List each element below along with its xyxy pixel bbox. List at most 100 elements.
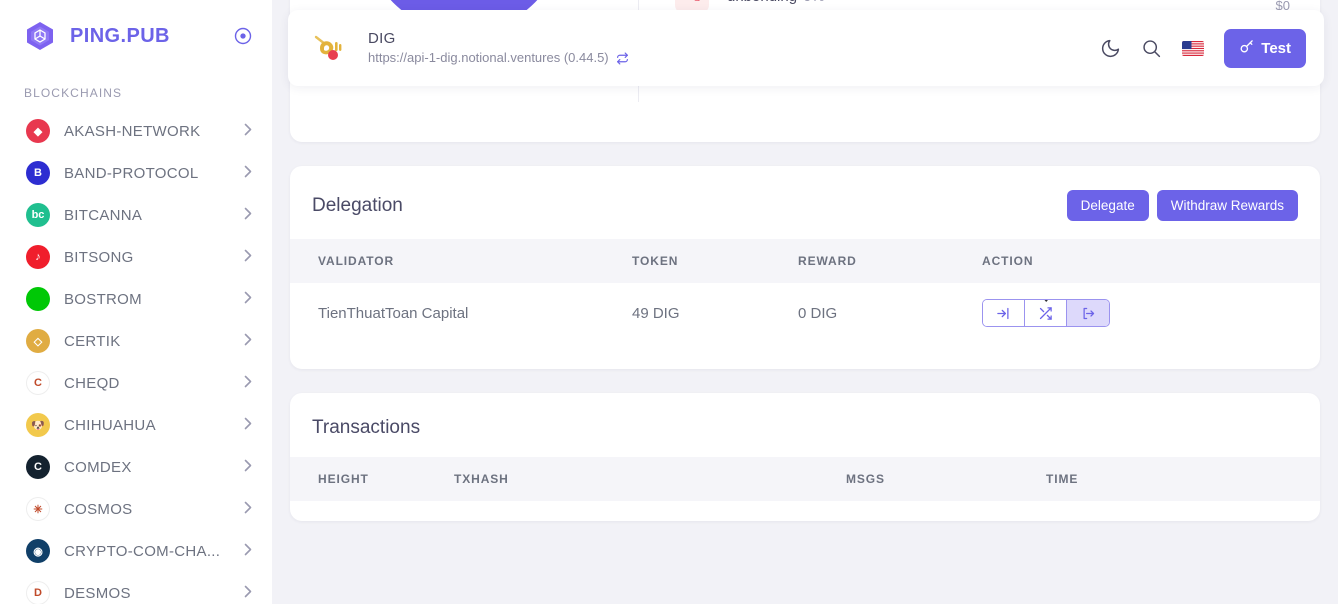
crypto-com-icon: ◉ [26,539,50,563]
sidebar-item-label: COSMOS [64,500,133,518]
sidebar-item-label: BITSONG [64,248,134,266]
column-header-txhash: TXHASH [454,457,846,501]
sidebar-section-label: BLOCKCHAINS [24,86,123,100]
transactions-table-head: HEIGHT TXHASH MSGS TIME [290,457,1320,501]
us-flag-icon[interactable] [1182,40,1205,56]
sidebar-item-bitcanna[interactable]: bc BITCANNA [0,194,272,236]
bitsong-icon: ♪ [26,245,50,269]
chevron-right-icon [244,207,252,223]
cheqd-icon: C [26,371,50,395]
sidebar-item-label: CHEQD [64,374,120,392]
sidebar-item-chihuahua[interactable]: 🐶 CHIHUAHUA [0,404,272,446]
chevron-right-icon [244,417,252,433]
asset-stat-values: 0 DIG $0 [1253,0,1290,14]
chevron-right-icon [244,333,252,349]
column-header-token: TOKEN [632,239,798,283]
sidebar-item-band-protocol[interactable]: B BAND-PROTOCOL [0,152,272,194]
chevron-right-icon [244,165,252,181]
topbar: DIG https://api-1-dig.notional.ventures … [288,10,1324,86]
delegation-title: Delegation [312,194,403,216]
delegate-button[interactable]: Delegate [1066,190,1149,221]
table-row: TienThuatToan Capital 49 DIG 0 DIG [290,283,1320,343]
transactions-header: Transactions [290,393,1320,457]
delegation-header: Delegation Delegate Withdraw Rewards [290,166,1320,239]
hexagon-cube-icon [24,20,56,52]
chevron-right-icon [244,123,252,139]
delegation-table-head: VALIDATOR TOKEN REWARD ACTION [290,239,1320,283]
redelegate-action-button[interactable] [1025,300,1067,326]
asset-stat-row: unbonding 0% 0 DIG $0 [675,0,1290,18]
column-header-time: TIME [1046,457,1320,501]
column-header-validator: VALIDATOR [290,239,632,283]
sidebar-item-certik[interactable]: ◇ CERTIK [0,320,272,362]
chevron-right-icon [244,249,252,265]
delegation-header-row: VALIDATOR TOKEN REWARD ACTION [290,239,1320,283]
sync-swap-icon[interactable] [616,52,629,65]
dig-chain-logo-icon [308,27,350,69]
cell-action: Unbond [982,283,1320,343]
chevron-right-icon [244,543,252,559]
chart-down-icon [675,0,709,13]
asset-stat-usd: $0 [1275,0,1290,13]
transactions-card: Transactions HEIGHT TXHASH MSGS TIME [290,393,1320,521]
row-action-group: Unbond [982,299,1110,327]
sidebar-item-label: CERTIK [64,332,121,350]
band-icon: B [26,161,50,185]
search-icon[interactable] [1141,38,1162,59]
wallet-test-label: Test [1261,39,1291,57]
certik-icon: ◇ [26,329,50,353]
transactions-table: HEIGHT TXHASH MSGS TIME [290,457,1320,501]
sidebar-item-desmos[interactable]: D DESMOS [0,572,272,604]
brand-header: PING.PUB [0,0,272,72]
topbar-chain-name: DIG [368,29,396,47]
delegate-action-button[interactable] [983,300,1025,326]
sidebar-item-akash-network[interactable]: ◆ AKASH-NETWORK [0,110,272,152]
cell-reward: 0 DIG [798,304,838,322]
withdraw-rewards-button[interactable]: Withdraw Rewards [1156,190,1298,221]
delegation-table: VALIDATOR TOKEN REWARD ACTION TienThuatT… [290,239,1320,343]
topbar-text: DIG https://api-1-dig.notional.ventures … [368,28,629,69]
wallet-test-button[interactable]: Test [1224,28,1306,68]
chevron-right-icon [244,375,252,391]
sidebar-item-label: CHIHUAHUA [64,416,156,434]
brand-name: PING.PUB [70,24,170,47]
moon-icon[interactable] [1100,38,1121,59]
chevron-right-icon [244,501,252,517]
sidebar-item-cosmos[interactable]: ✳ COSMOS [0,488,272,530]
key-icon [1239,39,1254,58]
column-header-msgs: MSGS [846,457,1046,501]
sidebar-item-bostrom[interactable]: BOSTROM [0,278,272,320]
bostrom-icon [26,287,50,311]
sidebar-item-comdex[interactable]: C COMDEX [0,446,272,488]
main-content: unbonding 0% 0 DIG $0 Total: $0 Delegati… [272,0,1338,604]
delegation-header-actions: Delegate Withdraw Rewards [1066,190,1298,221]
chevron-right-icon [244,459,252,475]
akash-icon: ◆ [26,119,50,143]
sidebar: PING.PUB BLOCKCHAINS ◆ AKASH-NETWORK B BAND… [0,0,272,604]
topbar-endpoint-row: https://api-1-dig.notional.ventures (0.4… [368,49,629,68]
delegation-table-body: TienThuatToan Capital 49 DIG 0 DIG [290,283,1320,343]
target-circle-icon[interactable] [232,25,254,47]
column-header-reward: REWARD [798,239,982,283]
unbond-action-button[interactable]: Unbond [1039,300,1109,326]
chihuahua-icon: 🐶 [26,413,50,437]
column-header-action: ACTION [982,239,1320,283]
column-header-height: HEIGHT [290,457,454,501]
sidebar-item-crypto-com-cha[interactable]: ◉ CRYPTO-COM-CHA... [0,530,272,572]
sidebar-item-label: BAND-PROTOCOL [64,164,199,182]
chevron-right-icon [244,291,252,307]
sidebar-chain-list: ◆ AKASH-NETWORK B BAND-PROTOCOL bc BITCANNA ♪ B… [0,110,272,604]
topbar-actions: Test [1100,28,1306,68]
cell-token: 49 DIG [632,304,680,322]
sidebar-item-label: DESMOS [64,584,131,602]
transactions-title: Transactions [312,417,421,438]
cell-validator: TienThuatToan Capital [318,304,469,322]
sidebar-item-label: BOSTROM [64,290,142,308]
sidebar-item-cheqd[interactable]: C CHEQD [0,362,272,404]
topbar-endpoint: https://api-1-dig.notional.ventures (0.4… [368,50,609,66]
sidebar-item-label: BITCANNA [64,206,143,224]
chevron-right-icon [244,585,252,601]
sidebar-item-bitsong[interactable]: ♪ BITSONG [0,236,272,278]
sidebar-item-label: COMDEX [64,458,132,476]
